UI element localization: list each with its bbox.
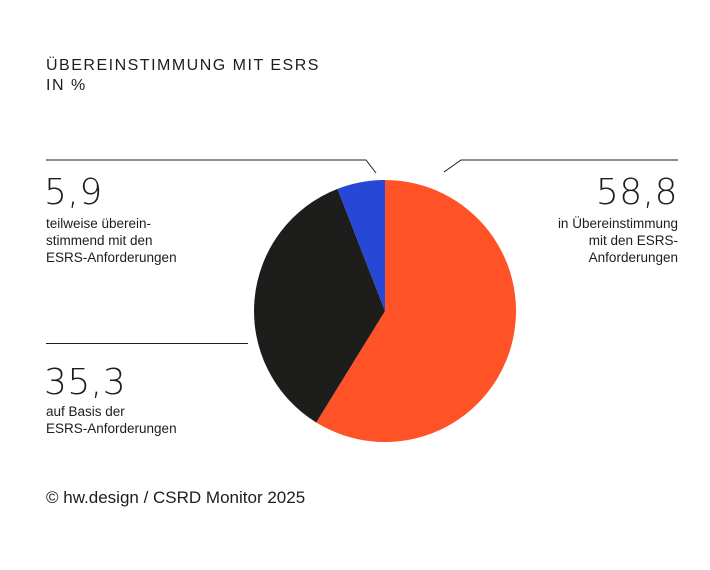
label-partial-line: ESRS-Anforderungen <box>46 250 177 265</box>
leader-line-partial <box>46 159 377 174</box>
pie-slice-based <box>253 188 385 423</box>
value-compliant: 58,8 <box>595 172 678 213</box>
chart-subtitle: IN % <box>46 77 87 94</box>
label-based-line: ESRS-Anforderungen <box>46 421 177 436</box>
label-partial: teilweise überein- stimmend mit den ESRS… <box>46 215 177 266</box>
label-partial-line: teilweise überein- <box>46 216 152 231</box>
label-partial-line: stimmend mit den <box>46 233 153 248</box>
value-partial: 5,9 <box>44 172 103 213</box>
leader-line-compliant <box>443 159 678 173</box>
label-compliant: in Übereinstimmung mit den ESRS- Anforde… <box>558 215 678 266</box>
pie-slice-compliant <box>316 180 516 442</box>
leader-line-based <box>46 343 248 344</box>
chart-title-block: ÜBEREINSTIMMUNG MIT ESRS IN % <box>46 56 320 96</box>
label-based: auf Basis der ESRS-Anforderungen <box>46 403 177 437</box>
label-compliant-line: in Übereinstimmung <box>557 216 678 231</box>
label-compliant-line: Anforderungen <box>588 250 678 265</box>
pie-slices <box>253 180 516 442</box>
footer-credit: © hw.design / CSRD Monitor 2025 <box>46 488 306 507</box>
label-based-line: auf Basis der <box>46 404 125 419</box>
value-based: 35,3 <box>44 362 127 403</box>
label-compliant-line: mit den ESRS- <box>588 233 678 248</box>
chart-title: ÜBEREINSTIMMUNG MIT ESRS <box>46 57 320 74</box>
pie-slice-partial <box>337 180 385 311</box>
